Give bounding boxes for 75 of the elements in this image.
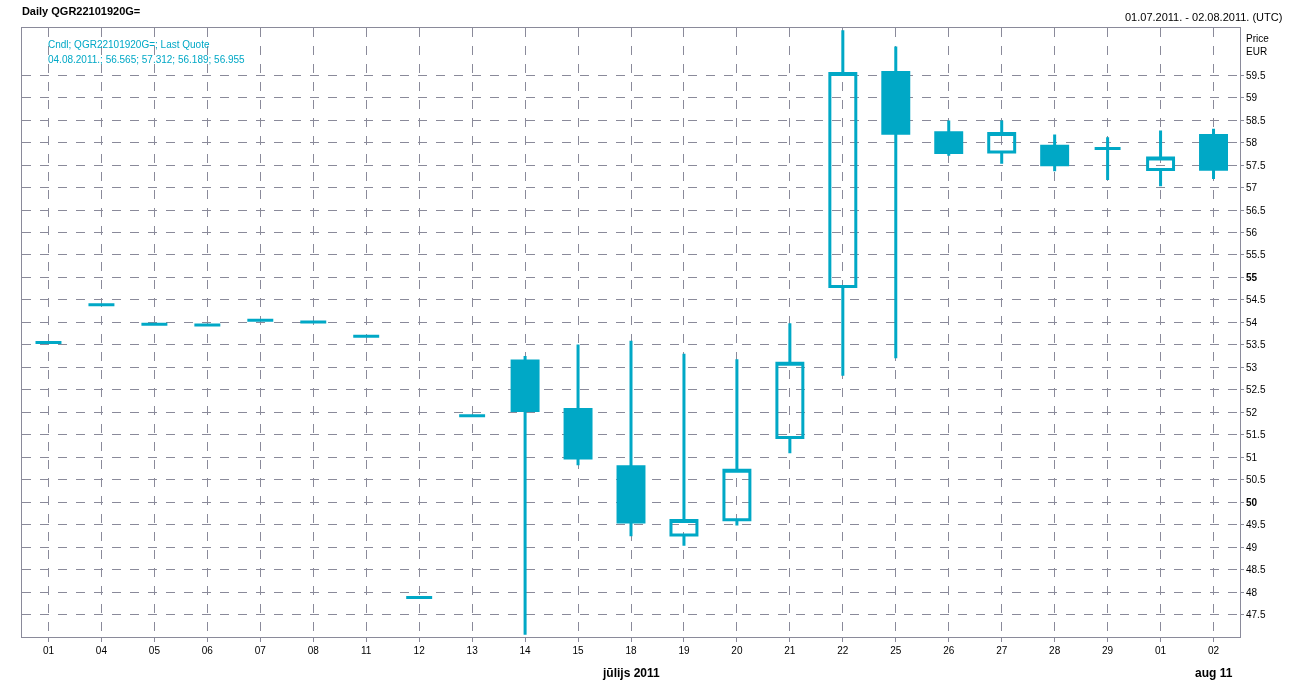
y-tick-label: 55.5 (1246, 249, 1266, 261)
y-tick-label: 49 (1246, 541, 1258, 553)
x-tick-label: 05 (148, 645, 161, 656)
x-tick-label: 01 (1155, 645, 1167, 656)
x-tick-label: 20 (731, 645, 743, 656)
candlestick (1093, 137, 1123, 180)
candlestick (192, 323, 222, 327)
x-tick-label: 06 (201, 645, 214, 656)
candlestick (1199, 128, 1228, 180)
candlestick (563, 344, 593, 466)
x-tick-label: 13 (466, 645, 479, 656)
candlestick (934, 120, 964, 156)
y-tick-label: 48 (1246, 586, 1258, 598)
candlestick (86, 303, 116, 307)
candlestick (34, 341, 63, 345)
chart-subtitle: 01.07.2011. - 02.08.2011. (UTC) (1125, 11, 1283, 23)
y-tick-label: 54.5 (1246, 294, 1266, 306)
y-tick-label: 59.5 (1246, 69, 1266, 81)
y-tick-label: 53 (1246, 361, 1258, 373)
annotation: 04.08.2011.; 56.565; 57.312; 56.189; 56.955 (48, 54, 246, 65)
y-tick-label: 52 (1246, 406, 1258, 418)
x-tick-label: 25 (890, 645, 902, 656)
x-tick-label: 18 (625, 645, 637, 656)
x-tick-label: 28 (1049, 645, 1061, 656)
x-tick-label: 15 (572, 645, 585, 656)
x-tick-label: 14 (519, 645, 532, 656)
y-tick-label: 56 (1246, 227, 1258, 238)
x-tick-label: 07 (254, 645, 267, 656)
y-tick-label: 48.5 (1246, 564, 1266, 576)
x-tick-label: 08 (307, 645, 320, 656)
x-tick-label: 11 (361, 645, 372, 656)
y-axis-title: Price EUR (1246, 33, 1270, 57)
candlestick (1040, 134, 1070, 172)
candlestick (457, 414, 487, 418)
x-tick-label: 12 (413, 645, 426, 656)
x-tick-label: 02 (1207, 645, 1220, 656)
y-tick-label: 50.5 (1246, 474, 1266, 486)
x-tick-label: 26 (943, 645, 955, 656)
y-tick-label: 49.5 (1246, 519, 1266, 531)
x-tick-label: 29 (1102, 645, 1114, 656)
y-tick-label: 57.5 (1246, 159, 1266, 171)
y-tick-label: 51.5 (1246, 429, 1266, 441)
x-tick-label: 04 (95, 645, 108, 656)
y-tick-label: 55 (1246, 271, 1258, 283)
text: aug 11 (1195, 666, 1233, 680)
x-tick-label: 19 (678, 645, 690, 656)
candlestick (298, 320, 328, 324)
y-tick-label: 53.5 (1246, 339, 1266, 351)
candlestick (1146, 130, 1176, 187)
y-tick-label: 47.5 (1246, 609, 1266, 621)
y-tick-label: 54 (1246, 316, 1258, 328)
y-tick-label: 59 (1246, 92, 1258, 104)
annotation: Cndl; QGR22101920G=; Last Quote (48, 39, 210, 50)
candlestick (404, 595, 434, 599)
y-tick-label: 50 (1246, 496, 1258, 508)
y-tick-label: 58.5 (1246, 114, 1266, 126)
candlestick (722, 359, 752, 526)
candlestick (139, 322, 169, 326)
candlestick (351, 334, 381, 338)
x-tick-label: 27 (996, 645, 1008, 656)
x-tick-label: 22 (837, 645, 849, 656)
x-tick-label: 01 (42, 645, 55, 656)
y-tick-label: 52.5 (1246, 384, 1266, 396)
candlestick (245, 318, 275, 322)
chart-title: Daily QGR22101920G= (21, 4, 141, 17)
y-tick-label: 51 (1246, 451, 1258, 463)
candlestick (775, 323, 805, 454)
y-tick-label: 58 (1246, 137, 1258, 149)
candlestick (987, 120, 1017, 164)
y-tick-label: 57 (1246, 182, 1258, 194)
candlestick (669, 353, 699, 546)
text: jūlijs 2011 (602, 666, 661, 680)
y-tick-label: 56.5 (1246, 204, 1266, 216)
candlestick (616, 340, 646, 537)
x-tick-label: 21 (784, 645, 796, 656)
